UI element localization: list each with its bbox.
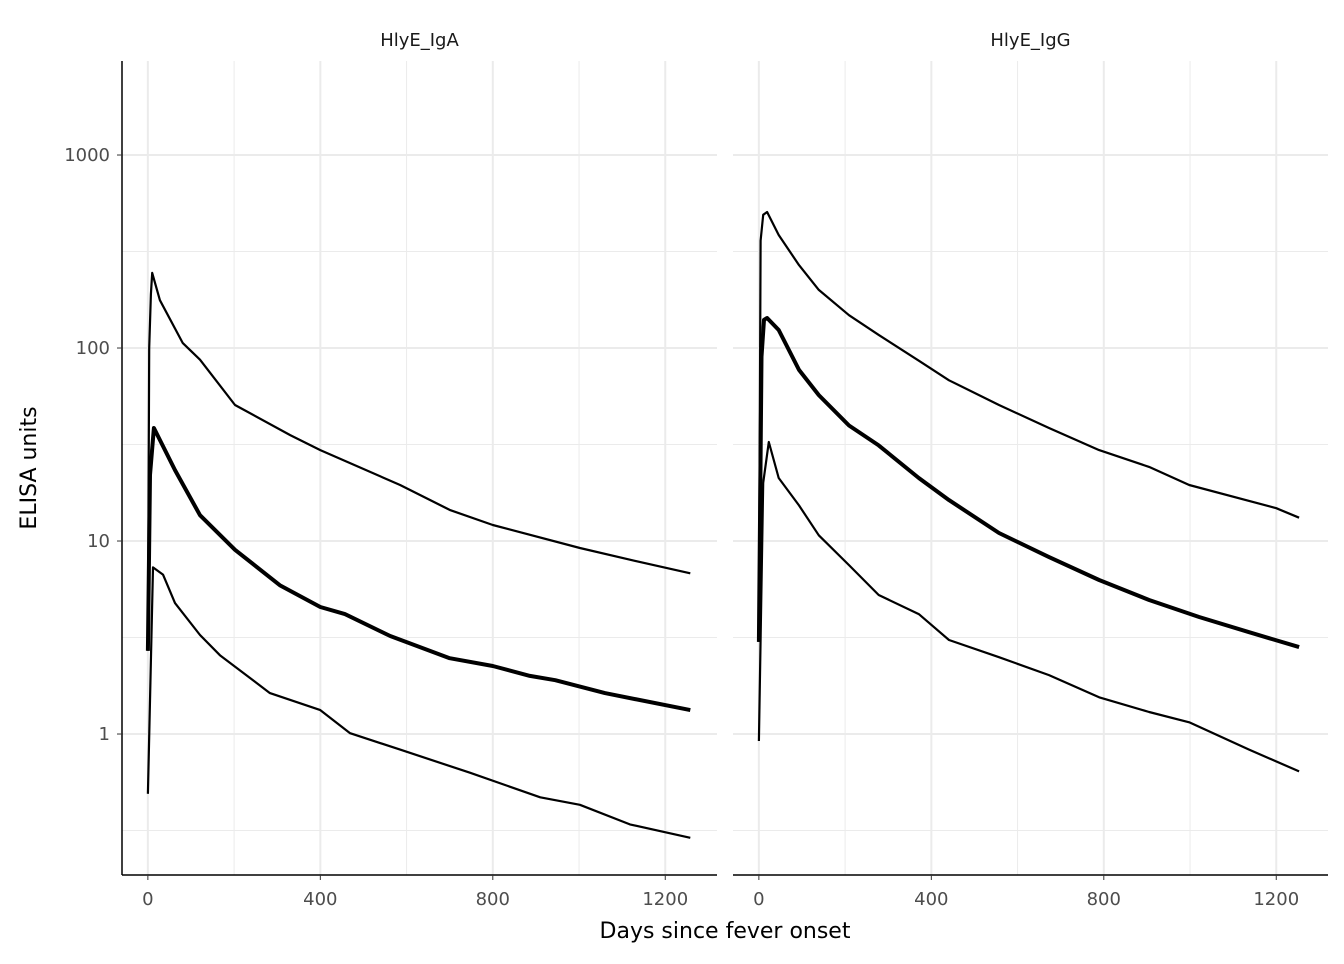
panel-title: HlyE_IgG [990,30,1070,51]
y-tick-label: 100 [76,338,110,359]
series-line-upper [146,271,691,651]
x-axis-label: Days since fever onset [600,919,851,944]
x-tick-label: 1200 [642,889,688,910]
series-line-upper [757,210,1300,642]
x-tick-label: 400 [914,889,948,910]
x-tick-label: 800 [476,889,510,910]
series-line-median [756,316,1300,650]
x-tick-label: 400 [303,889,337,910]
series-line-median [145,426,691,713]
panel-title: HlyE_IgA [380,30,459,51]
series-line-lower [146,566,691,839]
x-tick-label: 0 [753,889,764,910]
x-tick-label: 0 [142,889,153,910]
series-line-lower [757,440,1300,773]
y-tick-label: 1 [99,724,110,745]
y-tick-label: 10 [87,531,110,552]
x-tick-label: 800 [1087,889,1121,910]
y-axis-label: ELISA units [17,406,42,529]
x-tick-label: 1200 [1253,889,1299,910]
y-tick-label: 1000 [64,145,110,166]
